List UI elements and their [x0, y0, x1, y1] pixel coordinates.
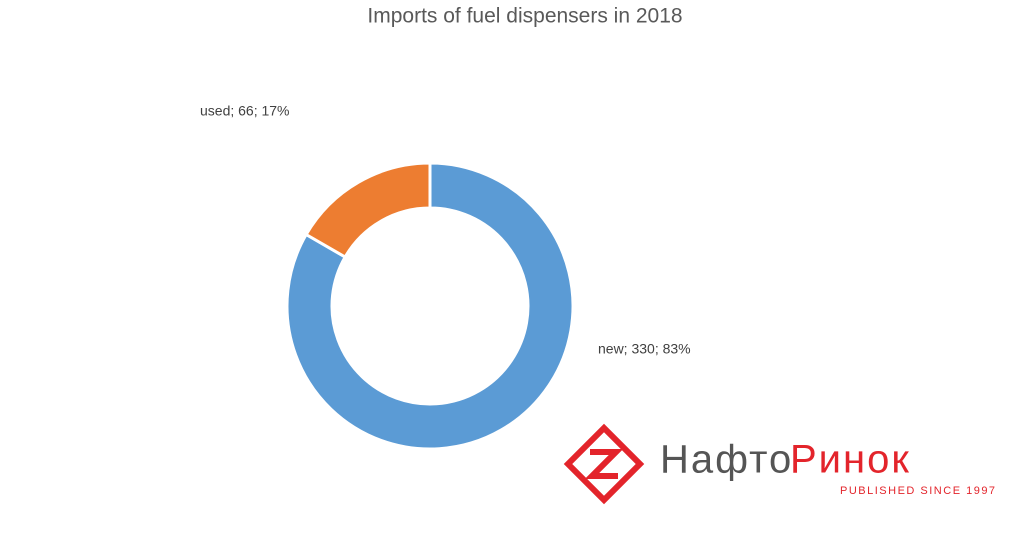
- logo: Нафто Ринок PUBLISHED SINCE 1997: [563, 423, 997, 505]
- donut-slice: [285, 161, 575, 451]
- donut-slice: [304, 161, 432, 260]
- logo-name: Нафто: [660, 438, 793, 482]
- logo-tagline: PUBLISHED SINCE 1997: [840, 485, 997, 497]
- chart-title: Imports of fuel dispensers in 2018: [367, 5, 682, 28]
- logo-name: Ринок: [790, 438, 911, 482]
- data-label: used; 66; 17%: [200, 103, 290, 119]
- logo-icon: [563, 423, 645, 505]
- data-label: new; 330; 83%: [598, 341, 691, 357]
